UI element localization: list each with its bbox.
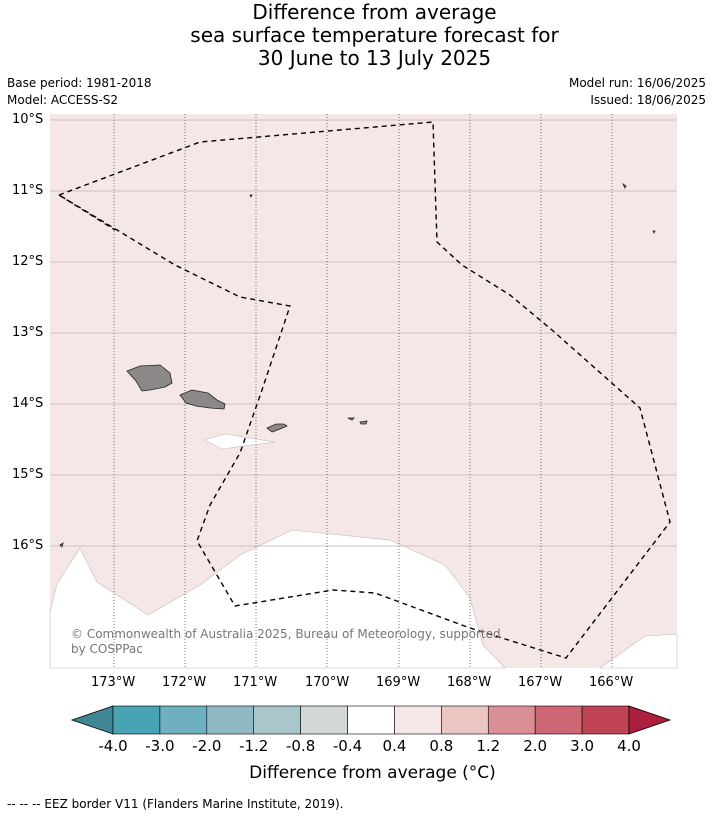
lat-label: 13°S: [12, 325, 44, 340]
anomaly-region-neutral-small: [203, 433, 276, 450]
longitude-gridlines: [113, 114, 613, 668]
lon-label: 171°W: [233, 675, 278, 690]
colorbar-segment: [581, 705, 630, 735]
colorbar-segment: [253, 705, 301, 735]
colorbar-segment: [394, 705, 442, 735]
eez-samoa-north: [58, 194, 116, 231]
tokelau-atoll: [621, 182, 627, 189]
colorbar-tick: 3.0: [570, 737, 595, 755]
colorbar-segment: [300, 705, 348, 735]
colorbar: [70, 705, 672, 735]
title-line2: sea surface temperature forecast for: [190, 23, 559, 47]
eez-legend-footer: -- -- -- EEZ border V11 (Flanders Marine…: [7, 797, 344, 811]
colorbar-tick: 0.4: [382, 737, 407, 755]
lat-label: 14°S: [12, 396, 44, 411]
colorbar-label: Difference from average (°C): [249, 763, 496, 783]
anomaly-region-neutral: [49, 529, 506, 669]
tau-island: [359, 420, 368, 425]
colorbar-tick: 0.8: [429, 737, 454, 755]
lon-label: 173°W: [91, 675, 136, 690]
copyright-notice: © Commonwealth of Australia 2025, Bureau…: [71, 627, 501, 656]
small-islet: [652, 230, 656, 234]
colorbar-segment: [441, 705, 489, 735]
lat-label: 11°S: [12, 183, 44, 198]
lon-label: 168°W: [447, 675, 492, 690]
colorbar-segment: [159, 705, 208, 735]
model-run: Model run: 16/06/2025: [568, 76, 706, 90]
colorbar-tick: 1.2: [476, 737, 501, 755]
base-period: Base period: 1981-2018: [7, 76, 152, 90]
colorbar-segment: [347, 705, 395, 735]
lat-label: 10°S: [12, 112, 44, 127]
lat-label: 16°S: [12, 538, 44, 553]
swains-island: [249, 194, 253, 198]
colorbar-tick: -0.8: [285, 737, 316, 755]
lat-label: 12°S: [12, 254, 44, 269]
colorbar-segment: [206, 705, 255, 735]
ofu-island: [347, 417, 355, 421]
lon-label: 166°W: [589, 675, 634, 690]
colorbar-tick: 4.0: [617, 737, 641, 755]
issued-date: Issued: 18/06/2025: [590, 93, 706, 107]
tutuila-island: [266, 423, 288, 433]
colorbar-segment: [534, 705, 583, 735]
savaii-island: [126, 364, 173, 392]
land-islands: [59, 182, 656, 548]
colorbar-segment: [487, 705, 536, 735]
lon-label: 170°W: [305, 675, 350, 690]
title-line1: Difference from average: [252, 0, 497, 24]
eez-samoa-west: [57, 121, 671, 659]
title-line3: 30 June to 13 July 2025: [257, 46, 492, 70]
anomaly-region-neutral-east: [599, 633, 678, 669]
wallis-islet: [59, 542, 64, 548]
upolu-island: [179, 389, 226, 410]
colorbar-tick: -3.0: [145, 737, 175, 755]
colorbar-tick: -4.0: [98, 737, 128, 755]
lon-label: 169°W: [376, 675, 421, 690]
latitude-gridlines: [50, 119, 677, 547]
colorbar-extend-high: [628, 705, 672, 735]
lat-label: 15°S: [12, 467, 44, 482]
colorbar-tick: -0.4: [332, 737, 363, 755]
colorbar-tick: -1.2: [239, 737, 269, 755]
colorbar-tick: 2.0: [523, 737, 548, 755]
lon-label: 172°W: [162, 675, 207, 690]
colorbar-segment: [112, 705, 161, 735]
lon-label: 167°W: [518, 675, 563, 690]
colorbar-tick: -2.0: [192, 737, 222, 755]
colorbar-extend-low: [70, 705, 114, 735]
eez-borders: [57, 121, 671, 659]
model-name: Model: ACCESS-S2: [7, 93, 119, 107]
